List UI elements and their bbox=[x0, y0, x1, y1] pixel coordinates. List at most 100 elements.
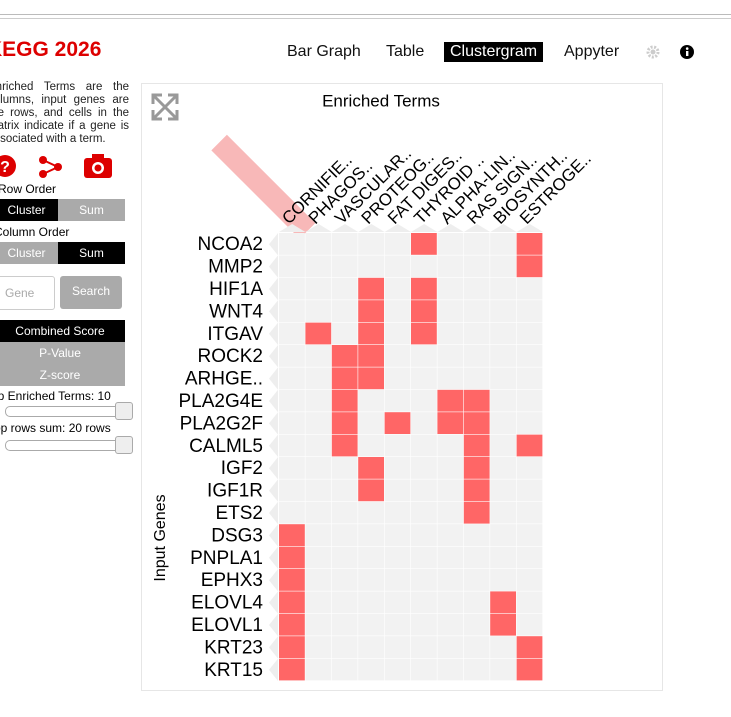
matrix-cell bbox=[358, 457, 384, 479]
matrix-cell bbox=[305, 434, 332, 457]
matrix-cell bbox=[463, 277, 490, 300]
matrix-cell bbox=[358, 479, 384, 502]
matrix-cell bbox=[437, 457, 464, 479]
matrix-cell bbox=[463, 255, 490, 278]
matrix-cell bbox=[437, 613, 464, 636]
matrix-cell bbox=[516, 300, 543, 322]
combined-score-button[interactable]: Combined Score bbox=[0, 320, 125, 342]
terms-slider[interactable] bbox=[5, 406, 127, 417]
matrix-cell bbox=[516, 345, 543, 367]
matrix-cell bbox=[411, 233, 437, 255]
matrix-cell bbox=[279, 636, 305, 658]
row-label: DSG3 bbox=[211, 525, 263, 546]
matrix-cell bbox=[279, 434, 305, 457]
matrix-cell bbox=[279, 524, 305, 546]
terms-slider-handle[interactable] bbox=[115, 402, 133, 420]
matrix-cell bbox=[331, 233, 358, 255]
matrix-cell bbox=[358, 636, 384, 658]
clustergram-title: Enriched Terms bbox=[322, 91, 440, 110]
matrix-cell bbox=[411, 457, 437, 479]
nav-clustergram[interactable]: Clustergram bbox=[444, 42, 544, 62]
matrix-cell bbox=[411, 591, 437, 614]
matrix-cell bbox=[411, 277, 437, 300]
matrix-cell bbox=[384, 277, 411, 300]
column-marker bbox=[331, 224, 359, 232]
matrix-cell bbox=[437, 233, 464, 255]
matrix-cell bbox=[490, 389, 516, 412]
matrix-cell bbox=[358, 412, 384, 434]
matrix-cell bbox=[305, 569, 332, 591]
row-label: ETS2 bbox=[215, 503, 263, 524]
matrix-cell bbox=[516, 658, 543, 681]
column-marker bbox=[516, 224, 543, 232]
row-marker bbox=[269, 300, 278, 323]
z-score-button[interactable]: Z-score bbox=[0, 364, 125, 386]
rows-slider-handle[interactable] bbox=[115, 436, 133, 454]
column-marker bbox=[358, 224, 385, 232]
row-marker bbox=[269, 233, 278, 256]
row-label: NCOA2 bbox=[198, 234, 263, 255]
row-marker bbox=[269, 367, 278, 390]
row-label: IGF1R bbox=[207, 481, 263, 502]
row-sum-button[interactable]: Sum bbox=[58, 199, 125, 221]
p-value-button[interactable]: P-Value bbox=[0, 342, 125, 364]
matrix-cell bbox=[305, 546, 332, 569]
matrix-cell bbox=[463, 613, 490, 636]
gene-input[interactable]: Gene bbox=[0, 276, 55, 310]
column-marker bbox=[437, 224, 464, 232]
matrix-cell bbox=[331, 479, 358, 502]
matrix-cell bbox=[516, 501, 543, 524]
help-icon[interactable] bbox=[0, 155, 16, 177]
matrix-cell bbox=[437, 277, 464, 300]
matrix-cell bbox=[305, 322, 332, 345]
nav-table[interactable]: Table bbox=[386, 43, 425, 60]
row-label: ARHGE.. bbox=[185, 369, 263, 390]
matrix-cell bbox=[411, 501, 437, 524]
camera-icon[interactable] bbox=[84, 154, 112, 178]
svg-text:?: ? bbox=[0, 159, 10, 176]
nav-bar-graph[interactable]: Bar Graph bbox=[287, 43, 361, 60]
rows-slider[interactable] bbox=[5, 440, 127, 451]
column-marker bbox=[490, 224, 517, 232]
row-label: PLA2G2F bbox=[180, 413, 263, 434]
row-label: ELOVL1 bbox=[191, 615, 263, 636]
matrix-cell bbox=[411, 434, 437, 457]
library-title: KEGG 2026 bbox=[0, 38, 102, 61]
matrix-cell bbox=[411, 322, 437, 345]
settings-icon[interactable] bbox=[645, 44, 661, 60]
matrix-cell bbox=[463, 345, 490, 367]
matrix-cell bbox=[331, 569, 358, 591]
y-axis-label: Input Genes bbox=[152, 494, 169, 581]
matrix-cell bbox=[490, 546, 516, 569]
matrix-cell bbox=[384, 658, 411, 681]
matrix-cell bbox=[490, 569, 516, 591]
search-button[interactable]: Search bbox=[60, 276, 122, 309]
matrix-cell bbox=[305, 457, 332, 479]
matrix-cell bbox=[384, 636, 411, 658]
row-cluster-button[interactable]: Cluster bbox=[0, 199, 58, 221]
matrix-cell bbox=[331, 255, 358, 278]
matrix-cell bbox=[490, 524, 516, 546]
matrix-cell bbox=[305, 412, 332, 434]
matrix-cell bbox=[331, 412, 358, 434]
row-label: PLA2G4E bbox=[179, 391, 264, 412]
matrix-cell bbox=[463, 457, 490, 479]
info-icon[interactable] bbox=[679, 44, 695, 60]
matrix-cell bbox=[358, 524, 384, 546]
nav-appyter[interactable]: Appyter bbox=[564, 43, 620, 60]
column-cluster-button[interactable]: Cluster bbox=[0, 242, 58, 264]
matrix-cell bbox=[411, 345, 437, 367]
matrix-cell bbox=[516, 233, 543, 255]
matrix-cell bbox=[463, 322, 490, 345]
row-label: CALML5 bbox=[189, 436, 263, 457]
matrix-cell bbox=[358, 569, 384, 591]
row-label: ROCK2 bbox=[198, 346, 263, 367]
matrix-cell bbox=[331, 636, 358, 658]
matrix-cell bbox=[463, 479, 490, 502]
share-icon[interactable] bbox=[39, 156, 62, 178]
column-sum-button[interactable]: Sum bbox=[58, 242, 125, 264]
matrix-cell bbox=[279, 546, 305, 569]
row-label: WNT4 bbox=[209, 301, 263, 322]
matrix-cell bbox=[279, 457, 305, 479]
expand-icon[interactable] bbox=[151, 93, 179, 121]
